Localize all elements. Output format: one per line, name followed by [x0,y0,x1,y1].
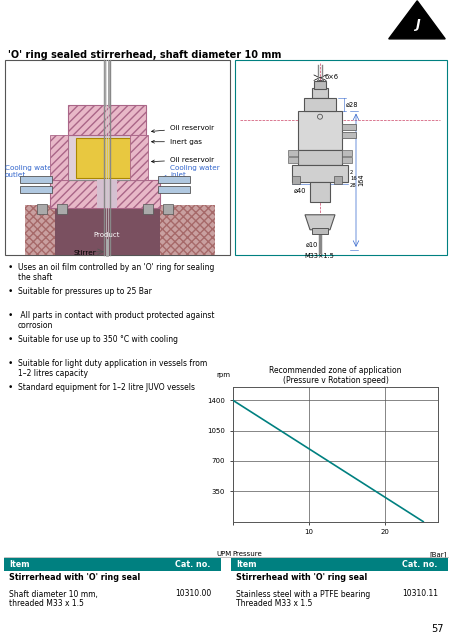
Bar [76,138,138,178]
Text: ⌀40: ⌀40 [293,188,306,194]
Text: Cat. no.: Cat. no. [175,561,210,570]
Text: Item: Item [235,561,256,570]
Text: Uses an oil film controlled by an 'O' ring for sealing
the shaft: Uses an oil film controlled by an 'O' ri… [18,263,214,282]
Bar [235,60,446,255]
Text: Product: Product [93,232,120,238]
Text: M33×1.5: M33×1.5 [304,253,333,259]
Bar [287,150,297,156]
Text: Suitable for pressures up to 25 Bar: Suitable for pressures up to 25 Bar [18,287,152,296]
Polygon shape [304,215,334,230]
Text: Shaft diameter 10 mm,: Shaft diameter 10 mm, [9,589,98,598]
Text: ⌀10: ⌀10 [305,242,318,248]
Text: •: • [8,263,14,272]
Bar [311,88,327,98]
Polygon shape [388,1,444,39]
Text: UPM: UPM [216,551,231,557]
Bar [163,204,173,214]
Bar [313,81,325,89]
Text: Stirrerhead with 'O' ring seal: Stirrerhead with 'O' ring seal [9,573,140,582]
Bar [143,204,152,214]
Bar [4,558,221,572]
Text: Cooling water
outlet: Cooling water outlet [5,165,55,181]
Text: 10310.11: 10310.11 [401,589,437,598]
Text: •: • [8,383,14,392]
Text: Standard equipment for 1–2 litre JUVO vessels: Standard equipment for 1–2 litre JUVO ve… [18,383,194,392]
Bar [158,186,189,193]
Bar [97,180,117,208]
Text: 57: 57 [431,624,443,634]
Bar [304,98,335,111]
Bar [130,135,147,180]
Bar [341,150,351,156]
Text: 10310.00: 10310.00 [175,589,211,598]
Bar [341,124,355,130]
Text: 6×6: 6×6 [324,74,338,80]
Text: rpm: rpm [216,372,230,378]
Bar [333,176,341,184]
Text: Item: Item [9,561,29,570]
Title: Recommended zone of application
(Pressure v Rotation speed): Recommended zone of application (Pressur… [269,365,401,385]
Text: J: J [414,18,419,31]
Bar [57,204,67,214]
Bar [291,176,299,184]
Text: Stirrerheads: Stirrerheads [8,13,106,27]
Text: Stirrer: Stirrer [74,250,96,256]
Text: 2: 2 [349,170,353,175]
Bar [68,135,146,180]
Text: 'O' ring sealed stirrerhead, shaft diameter 10 mm: 'O' ring sealed stirrerhead, shaft diame… [8,50,281,60]
Text: •: • [8,359,14,368]
Text: •: • [8,287,14,296]
Bar [50,180,160,208]
Text: Stainless steel with a PTFE bearing: Stainless steel with a PTFE bearing [235,589,369,598]
Text: Oil reservoir: Oil reservoir [151,157,214,163]
Bar [50,135,68,180]
Text: All parts in contact with product protected against
corrosion: All parts in contact with product protec… [18,311,214,330]
Text: Pressure: Pressure [232,551,262,557]
Bar [37,204,47,214]
Text: [Bar]: [Bar] [428,551,446,558]
Text: Suitable for light duty application in vessels from
1–2 litres capacity: Suitable for light duty application in v… [18,359,207,378]
Bar [20,186,52,193]
Text: Cat. no.: Cat. no. [401,561,437,570]
Text: Suitable for use up to 350 °C with cooling: Suitable for use up to 350 °C with cooli… [18,335,178,344]
Bar [297,150,341,164]
Bar [291,164,347,182]
Text: Inert gas: Inert gas [151,139,202,145]
Bar [55,207,160,255]
Text: threaded M33 x 1.5: threaded M33 x 1.5 [9,598,84,607]
Text: Threaded M33 x 1.5: Threaded M33 x 1.5 [235,598,312,607]
Bar [68,105,146,135]
Bar [311,228,327,234]
Text: Stirrerhead with 'O' ring seal: Stirrerhead with 'O' ring seal [235,573,367,582]
Bar [158,176,189,183]
Bar [341,132,355,138]
Text: 28: 28 [349,183,356,188]
Text: •: • [8,335,14,344]
Bar [309,182,329,202]
Text: 164: 164 [357,173,363,186]
Bar [20,176,52,183]
Text: Oil reservoir: Oil reservoir [151,125,214,132]
Bar [297,111,341,150]
Text: 16: 16 [349,176,356,181]
Bar [230,558,447,572]
Bar [287,157,297,163]
Text: Cooling water
inlet: Cooling water inlet [163,165,219,179]
Bar [25,205,215,255]
Text: ⌀28: ⌀28 [345,102,358,108]
Text: •: • [8,311,14,320]
Bar [5,60,230,255]
Bar [341,157,351,163]
